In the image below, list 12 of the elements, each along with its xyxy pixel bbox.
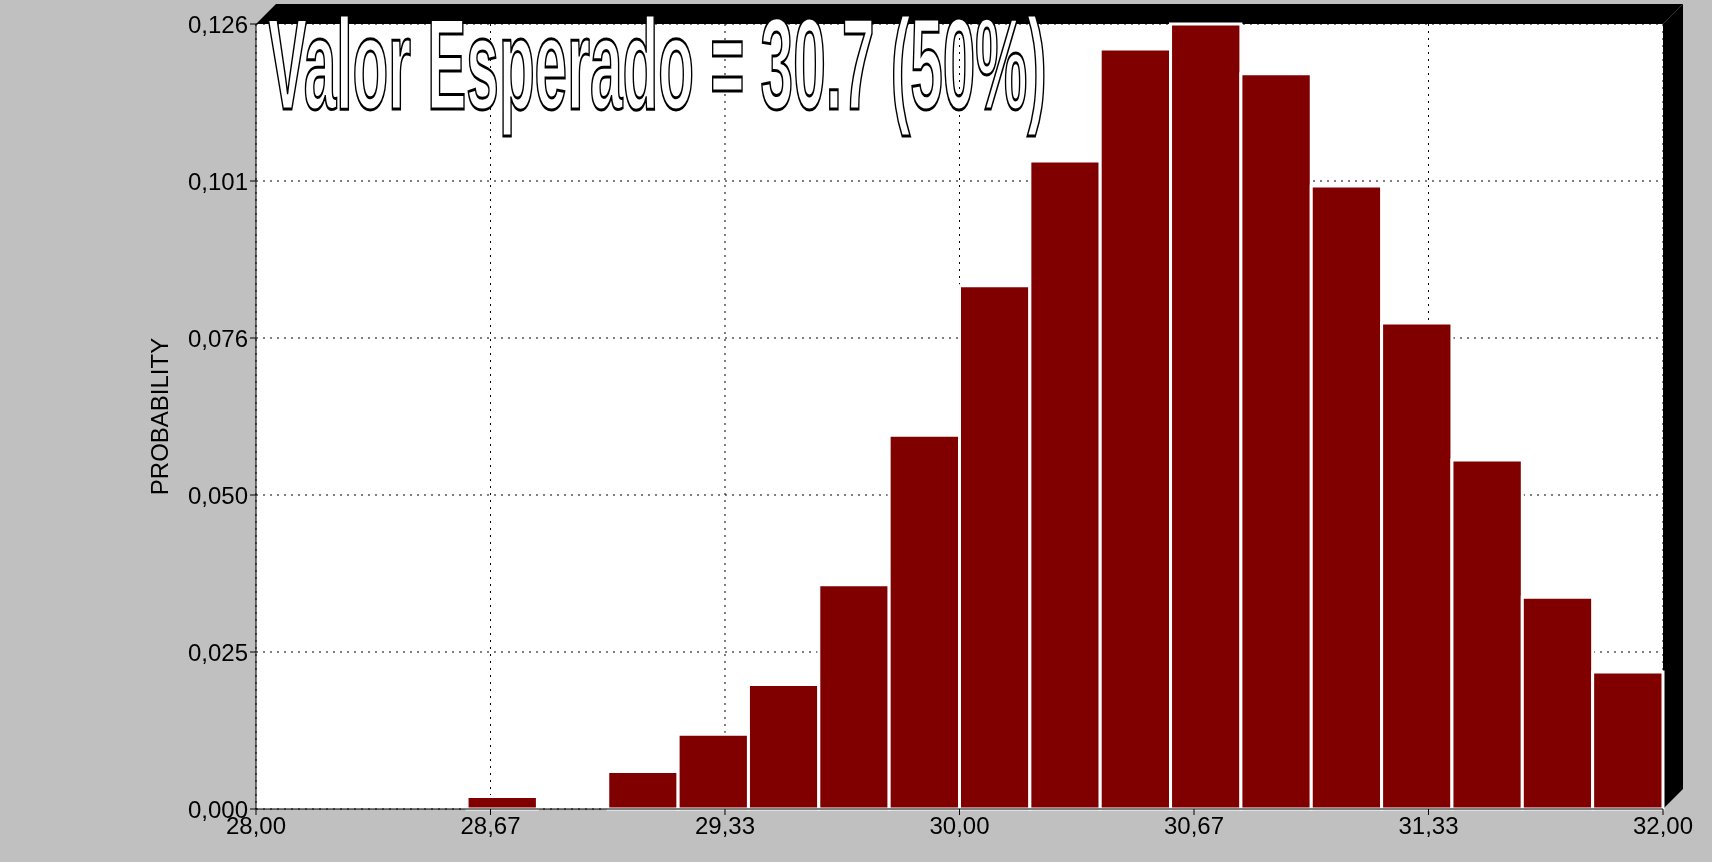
y-tick-label: 0,050 <box>187 481 248 509</box>
y-tick-label: 0,025 <box>187 638 248 666</box>
x-tick-label: 30,00 <box>929 812 990 840</box>
x-tick-label: 28,67 <box>460 812 521 840</box>
y-tick-label: 0,101 <box>187 167 248 195</box>
x-tick-label: 30,67 <box>1163 812 1225 840</box>
y-tick-label: 0,126 <box>187 10 248 38</box>
y-tick-label: 0,076 <box>187 324 248 352</box>
x-tick-label: 31,33 <box>1398 812 1459 840</box>
x-tick-label: 32,00 <box>1632 812 1694 840</box>
x-tick-label: 29,33 <box>694 812 756 840</box>
y-axis-title: PROBABILITY <box>145 337 173 496</box>
